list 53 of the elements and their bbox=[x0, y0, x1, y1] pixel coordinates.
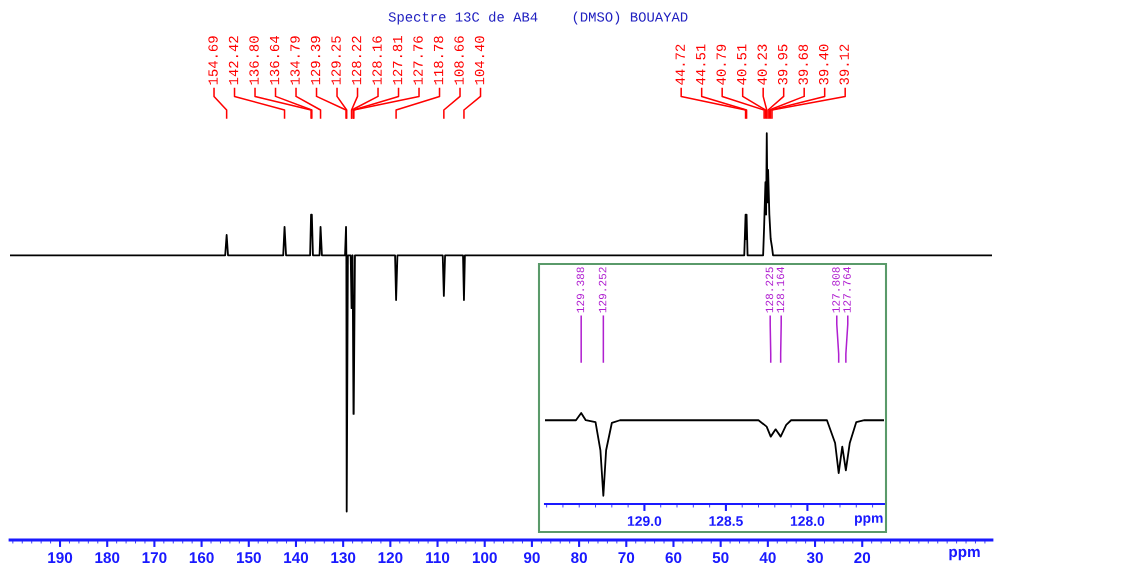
x-tick-label: 90 bbox=[523, 552, 540, 563]
text: 44.72 bbox=[675, 44, 685, 85]
text: 128.16 bbox=[372, 36, 382, 85]
text: 136.80 bbox=[249, 36, 259, 85]
text: 136.64 bbox=[269, 36, 280, 85]
annotation: 129.252 bbox=[598, 267, 607, 313]
text: 128.22 bbox=[351, 36, 362, 85]
text: 129.39 bbox=[310, 36, 321, 85]
text: 142.42 bbox=[228, 36, 239, 85]
text: 39.12 bbox=[839, 44, 849, 85]
text: 40.79 bbox=[716, 44, 726, 85]
annotation: 128.164 bbox=[776, 267, 785, 313]
x-tick-label: 128.0 bbox=[790, 516, 825, 527]
text: 118.78 bbox=[433, 36, 444, 85]
x-tick-label: 20 bbox=[854, 552, 871, 563]
annotation: 128.225 bbox=[765, 267, 774, 313]
annotation: 127.808 bbox=[832, 267, 840, 313]
text: 129.25 bbox=[331, 36, 341, 85]
x-tick-label: 80 bbox=[571, 552, 587, 563]
x-tick-label: 40 bbox=[759, 552, 776, 563]
x-tick-label: 70 bbox=[618, 552, 635, 563]
x-tick-label: 190 bbox=[48, 552, 73, 563]
annotation: 129.388 bbox=[576, 267, 585, 313]
x-tick-label: 140 bbox=[284, 552, 309, 563]
x-axis-title: ppm bbox=[855, 515, 883, 526]
annotation: 127.764 bbox=[843, 267, 851, 313]
x-tick-label: 160 bbox=[189, 552, 214, 563]
text: 44.51 bbox=[696, 44, 706, 85]
text: 108.66 bbox=[454, 36, 464, 85]
x-tick-label: 180 bbox=[95, 552, 120, 563]
x-tick-label: 100 bbox=[472, 552, 497, 563]
x-tick-label: 50 bbox=[712, 552, 729, 563]
text: 39.68 bbox=[798, 44, 808, 85]
x-tick-label: 128.5 bbox=[709, 516, 743, 527]
text: 134.79 bbox=[290, 36, 300, 85]
x-tick-label: 120 bbox=[378, 552, 403, 563]
text: 39.95 bbox=[777, 44, 788, 85]
x-tick-label: 130 bbox=[331, 552, 356, 563]
x-tick-label: 110 bbox=[426, 552, 450, 563]
text: 40.23 bbox=[757, 44, 767, 85]
chart-title: Spectre 13C de AB4 (DMSO) BOUAYAD bbox=[388, 11, 688, 25]
x-tick-label: 170 bbox=[142, 552, 167, 563]
x-tick-label: 150 bbox=[236, 552, 261, 563]
x-tick-label: 30 bbox=[806, 552, 823, 563]
x-tick-label: 129.0 bbox=[627, 516, 662, 527]
text: 154.69 bbox=[208, 36, 218, 85]
text: 127.81 bbox=[392, 36, 403, 85]
text: 104.40 bbox=[474, 36, 485, 85]
text: 127.76 bbox=[413, 36, 423, 85]
x-axis-title: ppm bbox=[949, 548, 980, 561]
x-tick-label: 60 bbox=[665, 552, 682, 563]
text: 39.40 bbox=[818, 44, 829, 85]
text: 40.51 bbox=[736, 44, 747, 85]
